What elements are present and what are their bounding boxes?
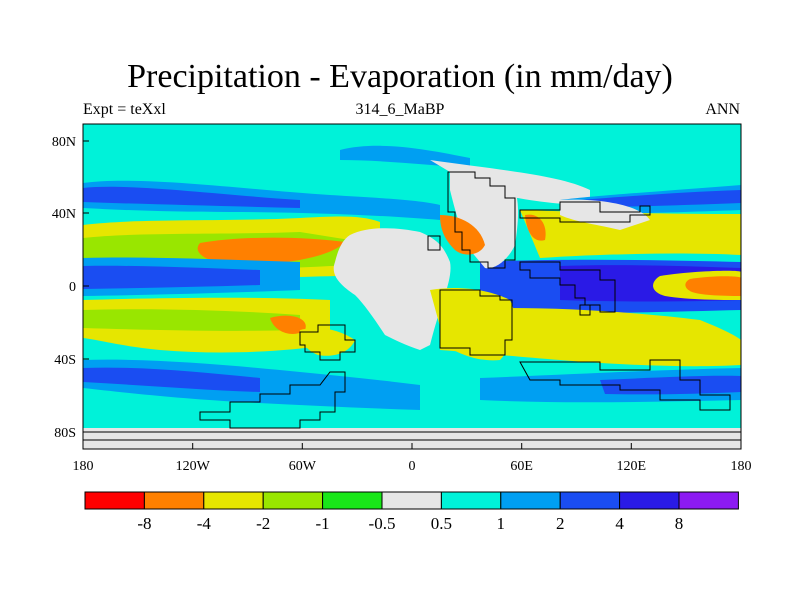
x-tick-marks (82, 443, 742, 449)
map-field (83, 124, 741, 449)
colorbar-swatch (84, 491, 145, 510)
colorbar-label: 2 (556, 514, 565, 533)
y-tick-label: 0 (69, 280, 76, 295)
y-tick-marks (83, 140, 89, 433)
north-storm-track-east-core (580, 190, 741, 207)
continent-south-yellow (430, 288, 516, 361)
colorbar-swatch (381, 491, 442, 510)
x-tick-labels: 180 120W 60W 0 60E 120E 180 (73, 459, 752, 474)
y-tick-label: 80N (52, 135, 76, 150)
south-storm-track-core (83, 367, 260, 392)
x-tick-label: 0 (409, 459, 416, 474)
continent-pangea-core (333, 228, 451, 350)
east-pacific-orange (685, 276, 741, 296)
indian-ocean-yellow (440, 308, 741, 367)
colorbar-swatch (322, 491, 383, 510)
arctic-band (83, 124, 741, 136)
colorbar-swatch (440, 491, 502, 510)
y-tick-labels: 80N 40N 0 40S 80S (52, 135, 76, 441)
north-storm-track-core (83, 186, 300, 208)
x-tick-label: 60E (510, 459, 533, 474)
colorbar-label: 8 (675, 514, 684, 533)
south-subtropic-lime (83, 309, 300, 331)
x-tick-label: 60W (289, 459, 317, 474)
colorbar-swatch (500, 491, 561, 510)
x-tick-label: 120W (176, 459, 211, 474)
colorbar-swatch (559, 491, 621, 510)
colorbar-label: -2 (256, 514, 270, 533)
north-subtropic-orange (197, 237, 345, 265)
colorbar-label: -4 (197, 514, 212, 533)
colorbar-label: 1 (497, 514, 506, 533)
antarctic-coastal-band (83, 410, 741, 428)
colorbar-swatch (143, 491, 205, 510)
season-label: ANN (705, 101, 740, 118)
coastlines (83, 171, 741, 441)
colorbar-swatch (619, 491, 680, 510)
experiment-label: Expt = teXxl (83, 101, 166, 118)
colorbar-label: 4 (615, 514, 624, 533)
continent-southwest-yellow (300, 328, 355, 356)
colorbar-swatch (203, 491, 264, 510)
x-tick-label: 180 (73, 459, 94, 474)
colorbar-swatch (678, 491, 739, 510)
south-subtropic-orange (270, 315, 306, 334)
colorbar-label: -0.5 (369, 514, 396, 533)
colorbar: -8 -4 -2 -1 -0.5 0.5 1 2 4 8 (84, 491, 739, 533)
time-label: 314_6_MaBP (355, 101, 445, 118)
colorbar-label: 0.5 (431, 514, 452, 533)
x-tick-label: 180 (731, 459, 752, 474)
asia-orange-patch (525, 214, 546, 241)
y-tick-label: 40S (54, 353, 76, 368)
colorbar-label: -1 (316, 514, 330, 533)
itcz-west-core (83, 265, 260, 289)
colorbar-swatch (262, 491, 324, 510)
y-tick-label: 40N (52, 207, 76, 222)
colorbar-label: -8 (137, 514, 151, 533)
x-tick-label: 120E (617, 459, 647, 474)
plot-title: Precipitation - Evaporation (in mm/day) (127, 58, 673, 95)
y-tick-label: 80S (54, 426, 76, 441)
